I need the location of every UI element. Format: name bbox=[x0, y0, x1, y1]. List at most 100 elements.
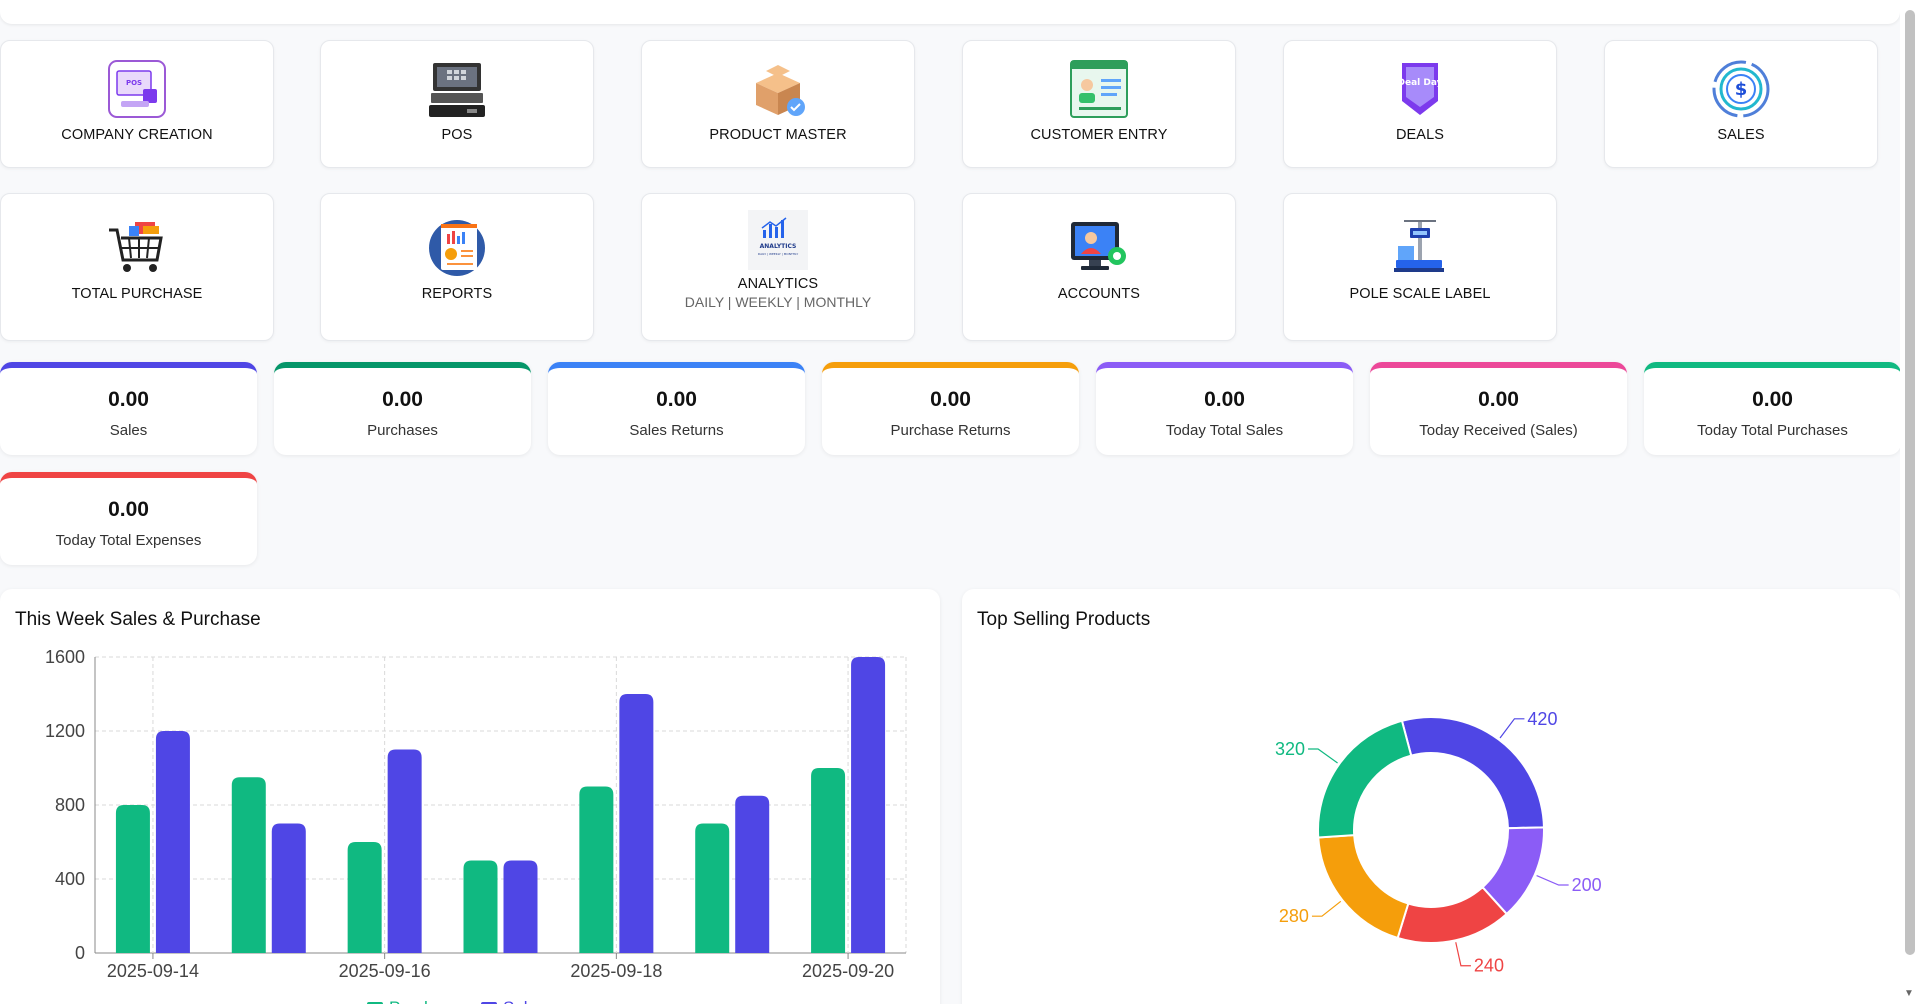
tile-company-creation[interactable]: POS COMPANY CREATION bbox=[0, 40, 274, 168]
sales-bar bbox=[619, 694, 654, 953]
cash-register-icon bbox=[427, 59, 487, 119]
pos-screen-icon: POS bbox=[107, 59, 167, 119]
y-tick-label: 1600 bbox=[45, 647, 85, 667]
purchase-bar bbox=[811, 768, 846, 953]
x-tick-label: 2025-09-18 bbox=[570, 961, 662, 981]
tile-total-purchase[interactable]: TOTAL PURCHASE bbox=[0, 193, 274, 341]
chart-title: Top Selling Products bbox=[977, 609, 1151, 630]
tile-label: POS bbox=[441, 127, 473, 143]
tile-label: ACCOUNTS bbox=[1057, 286, 1141, 302]
dollar-circle-icon: $ bbox=[1711, 59, 1771, 119]
x-tick-label: 2025-09-14 bbox=[107, 961, 199, 981]
donut-slice bbox=[1317, 719, 1413, 839]
stat-card-today-received-sales: 0.00 Today Received (Sales) bbox=[1370, 362, 1627, 455]
y-tick-label: 800 bbox=[55, 795, 85, 815]
tile-accounts[interactable]: ACCOUNTS bbox=[962, 193, 1236, 341]
stat-card-sales-returns: 0.00 Sales Returns bbox=[548, 362, 805, 455]
slice-label-line bbox=[1311, 900, 1342, 917]
tile-label: PRODUCT MASTER bbox=[709, 127, 847, 143]
sales-bar bbox=[735, 795, 770, 953]
scroll-down-arrow[interactable]: ▼ bbox=[1904, 988, 1914, 999]
stat-value: 0.00 bbox=[930, 388, 971, 411]
slice-value-label: 280 bbox=[1279, 906, 1309, 926]
analytics-icon-subtext: DAILY | WEEKLY | MONTHLY bbox=[758, 252, 799, 256]
slice-label-line bbox=[1499, 718, 1525, 739]
tile-label: TOTAL PURCHASE bbox=[71, 286, 203, 302]
purchase-bar bbox=[347, 842, 382, 953]
purchase-bar bbox=[695, 823, 730, 953]
slice-label-line bbox=[1536, 874, 1569, 886]
chart-title: This Week Sales & Purchase bbox=[15, 609, 261, 630]
top-products-donut-chart: 420 200 240 280 320 bbox=[1275, 709, 1602, 976]
x-tick-label: 2025-09-16 bbox=[339, 961, 431, 981]
sales-bar bbox=[387, 749, 422, 953]
tile-label: ANALYTICS bbox=[737, 276, 819, 292]
donut-slice bbox=[1396, 885, 1509, 944]
stat-value: 0.00 bbox=[656, 388, 697, 411]
tile-label: CUSTOMER ENTRY bbox=[1030, 127, 1168, 143]
top-selling-products-panel: Top Selling Products 420 200 240 280 320 bbox=[962, 589, 1900, 1004]
sales-bar bbox=[503, 860, 538, 953]
analytics-icon-text: ANALYTICS bbox=[760, 243, 797, 250]
report-icon bbox=[427, 218, 487, 278]
tile-product-master[interactable]: PRODUCT MASTER bbox=[641, 40, 915, 168]
shopping-cart-icon bbox=[107, 218, 167, 278]
customer-card-icon bbox=[1069, 59, 1129, 119]
stat-card-purchases: 0.00 Purchases bbox=[274, 362, 531, 455]
stat-card-purchase-returns: 0.00 Purchase Returns bbox=[822, 362, 1079, 455]
tile-label: POLE SCALE LABEL bbox=[1349, 286, 1491, 302]
tile-label: SALES bbox=[1717, 127, 1765, 143]
slice-value-label: 420 bbox=[1527, 709, 1557, 729]
x-tick-label: 2025-09-20 bbox=[802, 961, 894, 981]
purchase-bar bbox=[231, 777, 266, 953]
week-sales-purchase-panel: This Week Sales & Purchase 0 400 800 1200 16… bbox=[0, 589, 940, 1004]
stat-label: Today Received (Sales) bbox=[1419, 422, 1578, 439]
boxes-icon bbox=[748, 59, 808, 119]
slice-label-line bbox=[1308, 748, 1338, 764]
donut-slice bbox=[1317, 834, 1410, 940]
y-tick-label: 400 bbox=[55, 869, 85, 889]
stat-label: Sales bbox=[109, 422, 148, 439]
accounts-icon bbox=[1069, 218, 1129, 278]
tile-label: COMPANY CREATION bbox=[61, 127, 213, 143]
scrollbar-thumb[interactable] bbox=[1905, 10, 1915, 955]
tile-sales[interactable]: $ SALES bbox=[1604, 40, 1878, 168]
slice-label-line bbox=[1455, 942, 1471, 967]
tile-sublabel: DAILY | WEEKLY | MONTHLY bbox=[684, 294, 872, 310]
slice-value-label: 200 bbox=[1572, 875, 1602, 895]
stat-value: 0.00 bbox=[1204, 388, 1245, 411]
sales-bar bbox=[271, 823, 306, 953]
stat-label: Today Total Sales bbox=[1165, 422, 1284, 439]
tile-label: REPORTS bbox=[421, 286, 493, 302]
tile-customer-entry[interactable]: CUSTOMER ENTRY bbox=[962, 40, 1236, 168]
analytics-icon: ANALYTICS DAILY | WEEKLY | MONTHLY bbox=[748, 210, 808, 270]
scale-icon bbox=[1390, 218, 1450, 278]
stat-label: Today Total Expenses bbox=[55, 532, 202, 549]
deal-badge-icon: Deal Day bbox=[1390, 59, 1450, 119]
vertical-scrollbar[interactable]: ▼ bbox=[1900, 0, 1920, 1004]
tile-pos[interactable]: POS bbox=[320, 40, 594, 168]
tile-label: DEALS bbox=[1395, 127, 1445, 143]
tile-deals[interactable]: Deal Day DEALS bbox=[1283, 40, 1557, 168]
deal-icon-text: Deal Day bbox=[1398, 78, 1443, 88]
stat-value: 0.00 bbox=[382, 388, 423, 411]
stat-value: 0.00 bbox=[1752, 388, 1793, 411]
stat-card-today-total-sales: 0.00 Today Total Sales bbox=[1096, 362, 1353, 455]
purchase-bar bbox=[579, 786, 614, 953]
stat-value: 0.00 bbox=[108, 388, 149, 411]
donut-slice bbox=[1400, 716, 1545, 830]
y-tick-label: 1200 bbox=[45, 721, 85, 741]
tile-pole-scale-label[interactable]: POLE SCALE LABEL bbox=[1283, 193, 1557, 341]
tile-analytics[interactable]: ANALYTICS DAILY | WEEKLY | MONTHLY ANALY… bbox=[641, 193, 915, 341]
week-bar-chart: 0 400 800 1200 1600 2025-09-14 2025-09-16 2025-… bbox=[45, 647, 907, 1004]
slice-value-label: 320 bbox=[1275, 739, 1305, 759]
pos-icon-text: POS bbox=[126, 79, 142, 87]
y-tick-label: 0 bbox=[75, 943, 85, 963]
stat-label: Sales Returns bbox=[629, 422, 724, 439]
stat-card-sales: 0.00 Sales bbox=[0, 362, 257, 455]
legend-label: Sales bbox=[503, 998, 546, 1004]
slice-value-label: 240 bbox=[1474, 956, 1504, 976]
stat-value: 0.00 bbox=[108, 498, 149, 521]
sales-bar bbox=[155, 731, 190, 953]
tile-reports[interactable]: REPORTS bbox=[320, 193, 594, 341]
